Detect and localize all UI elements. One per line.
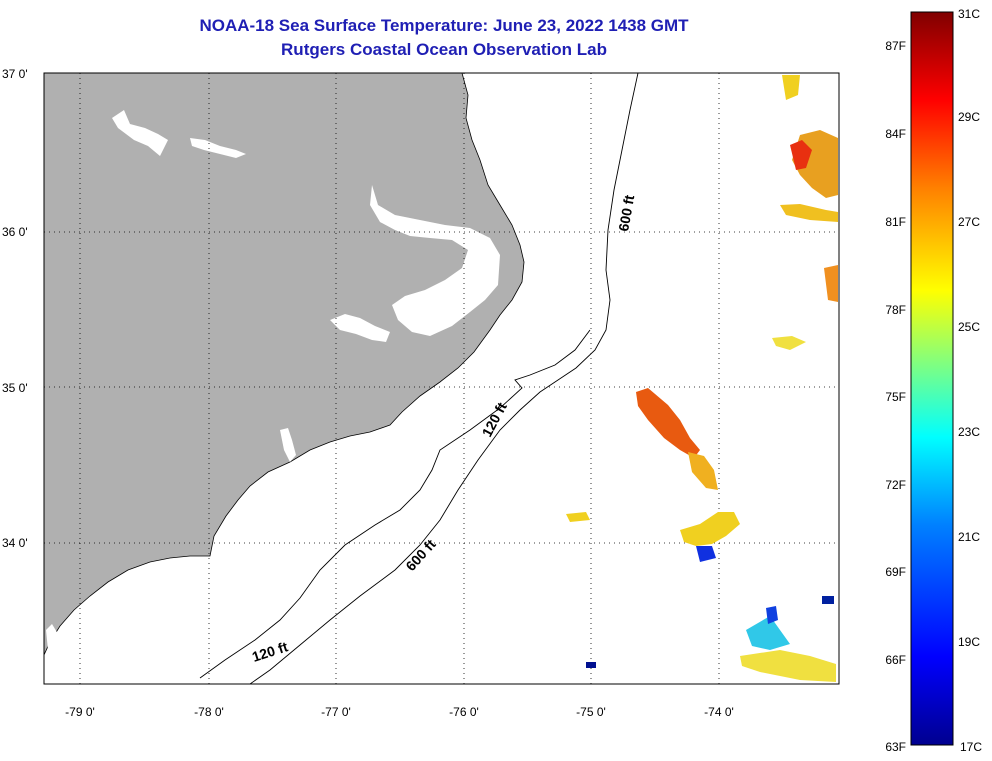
cb-f-78: 78F xyxy=(885,303,906,317)
cb-c-21: 21C xyxy=(958,530,980,544)
lon-label-75: -75 0' xyxy=(576,705,606,719)
sst-patch-small-yellow xyxy=(566,512,590,522)
lat-label-34: 34 0' xyxy=(2,536,28,550)
lat-label-37: 37 0' xyxy=(2,67,28,81)
contour-120-ft xyxy=(199,329,591,679)
sst-patch-mid-core xyxy=(636,388,700,458)
sst-patch-south xyxy=(680,512,740,546)
cb-c-27: 27C xyxy=(958,215,980,229)
sst-patch-se-cyan xyxy=(746,616,790,650)
sst-patch-dot-blue xyxy=(586,662,596,668)
sst-patch-east-2 xyxy=(824,265,838,302)
lat-label-35: 35 0' xyxy=(2,381,28,395)
cb-c-19: 19C xyxy=(958,635,980,649)
lon-label-76: -76 0' xyxy=(449,705,479,719)
cb-c-17: 17C xyxy=(960,740,982,754)
cb-f-84: 84F xyxy=(885,127,906,141)
sst-patch-east-1 xyxy=(780,204,838,222)
bathymetry-contours xyxy=(199,73,639,684)
colorbar xyxy=(910,11,954,746)
cb-f-81: 81F xyxy=(885,215,906,229)
sst-patches xyxy=(566,75,838,682)
contour-600-ft xyxy=(249,73,639,684)
cb-f-75: 75F xyxy=(885,390,906,404)
lon-label-78: -78 0' xyxy=(194,705,224,719)
sst-patch-east-3 xyxy=(772,336,806,350)
sst-patch-se-blue xyxy=(766,606,778,624)
lat-label-36: 36 0' xyxy=(2,225,28,239)
sst-patch-dot-east xyxy=(822,596,834,604)
river-north xyxy=(190,138,246,158)
map-subtitle: Rutgers Coastal Ocean Observation Lab xyxy=(281,40,607,59)
lake-west xyxy=(46,624,58,650)
sst-patch-se-yellow xyxy=(740,650,836,682)
graticule xyxy=(44,73,839,684)
cb-f-69: 69F xyxy=(885,565,906,579)
lon-label-74: -74 0' xyxy=(704,705,734,719)
albemarle-sound xyxy=(112,110,168,156)
neuse-river xyxy=(330,314,390,342)
cb-f-66: 66F xyxy=(885,653,906,667)
lon-label-77: -77 0' xyxy=(321,705,351,719)
sst-patch-mid-tail xyxy=(688,452,718,490)
cb-c-31: 31C xyxy=(958,7,980,21)
cb-f-87: 87F xyxy=(885,39,906,53)
cb-c-23: 23C xyxy=(958,425,980,439)
map-title: NOAA-18 Sea Surface Temperature: June 23… xyxy=(199,16,689,35)
pamlico-sound xyxy=(370,185,500,336)
sst-patch-south-blue xyxy=(696,546,716,562)
lon-label-79: -79 0' xyxy=(65,705,95,719)
cb-c-25: 25C xyxy=(958,320,980,334)
cb-f-72: 72F xyxy=(885,478,906,492)
sst-patch-top xyxy=(782,75,800,100)
sst-patch-ne-core xyxy=(790,140,812,170)
contour-label-600-north: 600 ft xyxy=(615,193,637,232)
cb-f-63: 63F xyxy=(885,740,906,754)
cb-c-29: 29C xyxy=(958,110,980,124)
river-south xyxy=(280,428,296,462)
map-frame xyxy=(43,72,840,685)
